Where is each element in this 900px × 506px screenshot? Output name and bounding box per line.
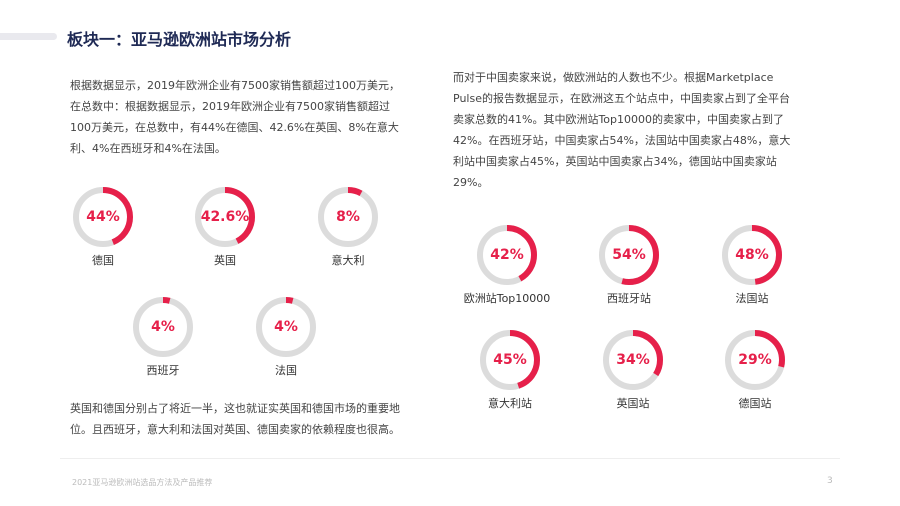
gauge-percent: 48%: [735, 247, 769, 263]
gauge-percent: 4%: [274, 319, 298, 335]
gauge-ring: [480, 330, 540, 390]
gauge-percent: 29%: [738, 352, 772, 368]
gauge-france-site: 48% 法国站: [721, 224, 783, 305]
gauge-italy: 8% 意大利: [317, 186, 379, 267]
gauge-italy-site: 45% 意大利站: [479, 329, 541, 410]
right-paragraph: 而对于中国卖家来说，做欧洲站的人数也不少。根据Marketplace Pulse…: [453, 71, 791, 189]
footer-divider: [60, 458, 840, 459]
gauge-ring: [722, 225, 782, 285]
gauge-percent: 42.6%: [200, 209, 250, 225]
gauge-germany: 44% 德国: [72, 186, 134, 267]
bottom-paragraph: 英国和德国分别占了将近一半，这也就证实英国和德国市场的重要地位。且西班牙，意大利…: [70, 402, 400, 436]
gauge-percent: 34%: [616, 352, 650, 368]
gauge-ring: [133, 297, 193, 357]
gauge-label: 欧洲站Top10000: [463, 292, 551, 305]
gauge-ring: [318, 187, 378, 247]
gauge-label: 西班牙站: [607, 292, 651, 305]
gauge-fill: [603, 330, 663, 390]
gauge-spain: 4% 西班牙: [132, 296, 194, 377]
gauge-label: 西班牙: [146, 364, 180, 377]
gauge-fill: [477, 225, 537, 285]
gauge-fill: [73, 187, 133, 247]
gauge-fill: [599, 225, 659, 285]
gauge-percent: 4%: [151, 319, 175, 335]
left-paragraph: 根据数据显示，2019年欧洲企业有7500家销售额超过100万美元，在总数中：根…: [70, 79, 400, 155]
gauge-ring: [477, 225, 537, 285]
gauge-fill: [480, 330, 540, 390]
footer-text: 2021亚马逊欧洲站选品方法及产品推荐: [72, 478, 213, 487]
gauge-fill: [318, 187, 378, 247]
gauge-ring: [725, 330, 785, 390]
gauge-ring: [195, 187, 255, 247]
gauge-ring: [256, 297, 316, 357]
gauge-label: 意大利站: [488, 397, 532, 410]
gauge-fill: [725, 330, 785, 390]
gauge-germany-site: 29% 德国站: [724, 329, 786, 410]
gauge-uk: 42.6% 英国: [194, 186, 256, 267]
page-number: 3: [827, 476, 833, 486]
page-title: 板块一：亚马逊欧洲站市场分析: [67, 30, 292, 49]
gauge-percent: 45%: [493, 352, 527, 368]
gauge-label: 英国: [214, 254, 236, 267]
gauge-fill: [133, 297, 193, 357]
gauge-percent: 54%: [612, 247, 646, 263]
gauge-label: 德国: [92, 254, 114, 267]
gauge-label: 法国: [275, 364, 297, 377]
gauge-label: 法国站: [735, 292, 769, 305]
gauge-label: 德国站: [738, 397, 772, 410]
gauge-percent: 44%: [86, 209, 120, 225]
gauge-label: 英国站: [616, 397, 650, 410]
title-accent-bar: [0, 33, 57, 40]
gauge-fill: [195, 187, 255, 247]
gauge-uk-site: 34% 英国站: [602, 329, 664, 410]
gauge-europe-top10000: 42% 欧洲站Top10000: [464, 224, 550, 305]
gauge-fill: [722, 225, 782, 285]
gauge-label: 意大利: [331, 254, 365, 267]
gauge-spain-site: 54% 西班牙站: [598, 224, 660, 305]
gauge-percent: 8%: [336, 209, 360, 225]
gauge-ring: [603, 330, 663, 390]
gauge-percent: 42%: [490, 247, 524, 263]
gauge-fill: [256, 297, 316, 357]
gauge-ring: [599, 225, 659, 285]
gauge-ring: [73, 187, 133, 247]
gauge-france: 4% 法国: [255, 296, 317, 377]
